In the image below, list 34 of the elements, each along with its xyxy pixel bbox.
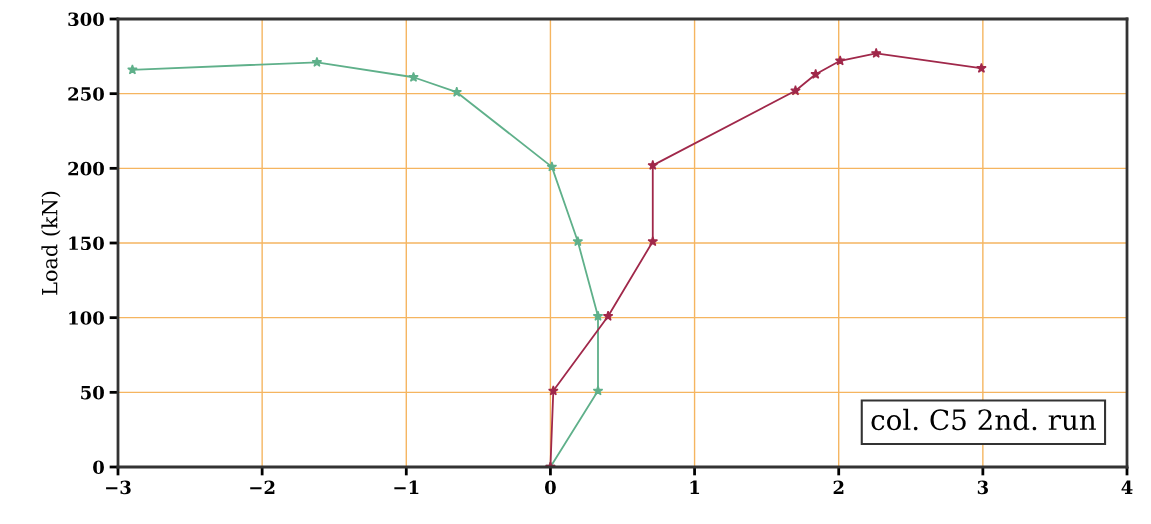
x-tick-label: −2: [250, 480, 275, 494]
point: [647, 159, 659, 170]
annotation: col. C5 2nd. run: [871, 408, 1096, 431]
point: [572, 235, 584, 247]
point: [790, 85, 801, 96]
point: [592, 310, 604, 321]
point: [311, 56, 323, 67]
point: [976, 62, 987, 73]
y-tick-label: 0: [93, 460, 104, 475]
x-tick-label: 2: [833, 480, 844, 494]
y-tick-label: 250: [68, 87, 104, 101]
x-tick-label: 1: [690, 480, 700, 494]
x-tick-label: −3: [106, 480, 131, 495]
point: [547, 385, 559, 396]
point: [647, 235, 659, 247]
x-tick-label: 4: [1121, 480, 1133, 494]
x-tick-label: 0: [544, 480, 556, 495]
point: [834, 55, 846, 66]
x-tick-label: 3: [977, 480, 988, 495]
y-tick-label: 300: [68, 12, 104, 27]
point: [592, 385, 604, 396]
x-tick-label: −1: [394, 480, 419, 494]
y-tick-label: 200: [68, 161, 104, 176]
point: [451, 86, 463, 97]
y-axis-title: Load (kN): [41, 191, 61, 295]
point: [870, 47, 882, 58]
point: [602, 310, 614, 321]
point: [810, 68, 821, 79]
y-tick-label: 100: [69, 311, 104, 325]
point: [546, 161, 558, 172]
point: [408, 71, 419, 82]
point: [127, 64, 138, 75]
y-tick-label: 150: [69, 236, 104, 251]
y-tick-label: 50: [81, 385, 104, 400]
